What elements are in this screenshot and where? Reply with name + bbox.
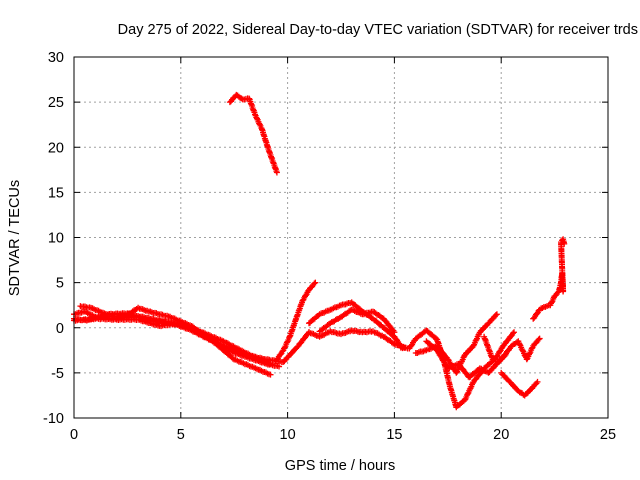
series-arc-8 [306, 299, 404, 349]
data-point [510, 330, 516, 337]
y-tick-label: 25 [48, 95, 64, 111]
data-point [516, 341, 523, 348]
x-axis: 0 5 10 15 20 25 [70, 57, 616, 443]
data-point [273, 169, 280, 176]
series-arc-12 [423, 338, 509, 381]
data-point [534, 378, 541, 385]
data-point [312, 279, 319, 286]
data-point [281, 344, 288, 351]
series-arc-9 [316, 306, 398, 336]
data-point [229, 355, 236, 362]
data-point [432, 335, 439, 342]
y-tick-label: 15 [48, 185, 64, 201]
data-point [437, 352, 444, 359]
y-tick-label: 0 [56, 321, 64, 337]
series-arc-6 [273, 279, 319, 363]
x-tick-label: 20 [493, 427, 509, 443]
x-tick-label: 15 [386, 427, 402, 443]
data-point [536, 335, 543, 342]
series-arc-13 [481, 333, 543, 363]
data-point [391, 329, 398, 336]
data-point [473, 336, 480, 343]
data-points [71, 91, 568, 411]
y-tick-label: -10 [43, 411, 64, 427]
x-tick-label: 5 [177, 427, 185, 443]
data-point [276, 363, 283, 370]
y-tick-label: 5 [56, 276, 64, 292]
x-tick-label: 10 [280, 427, 296, 443]
y-axis-label: SDTVAR / TECUs [7, 180, 23, 296]
data-point [493, 311, 500, 318]
data-point [535, 336, 542, 343]
data-point [463, 370, 470, 377]
series-arc-15 [530, 236, 568, 322]
series-arc-5 [226, 91, 280, 176]
y-axis: -10 -5 0 5 10 15 20 25 30 [43, 50, 608, 427]
x-tick-label: 25 [600, 427, 616, 443]
y-tick-label: 20 [48, 140, 64, 156]
data-point [254, 115, 260, 122]
x-tick-label: 0 [70, 427, 78, 443]
series-arc-14 [498, 369, 541, 399]
grid [74, 57, 608, 418]
data-point [561, 240, 568, 247]
data-point [464, 391, 471, 397]
data-point [267, 371, 274, 378]
x-axis-label: GPS time / hours [285, 458, 395, 474]
y-tick-label: -5 [51, 366, 64, 382]
data-point [311, 280, 318, 287]
chart-title: Day 275 of 2022, Sidereal Day-to-day VTE… [118, 22, 638, 38]
data-point [492, 312, 499, 318]
data-point [511, 329, 518, 336]
y-tick-label: 10 [48, 231, 64, 247]
series-arc-4 [71, 315, 312, 366]
data-point [548, 299, 555, 306]
y-tick-label: 30 [48, 50, 64, 66]
data-point [526, 350, 533, 357]
